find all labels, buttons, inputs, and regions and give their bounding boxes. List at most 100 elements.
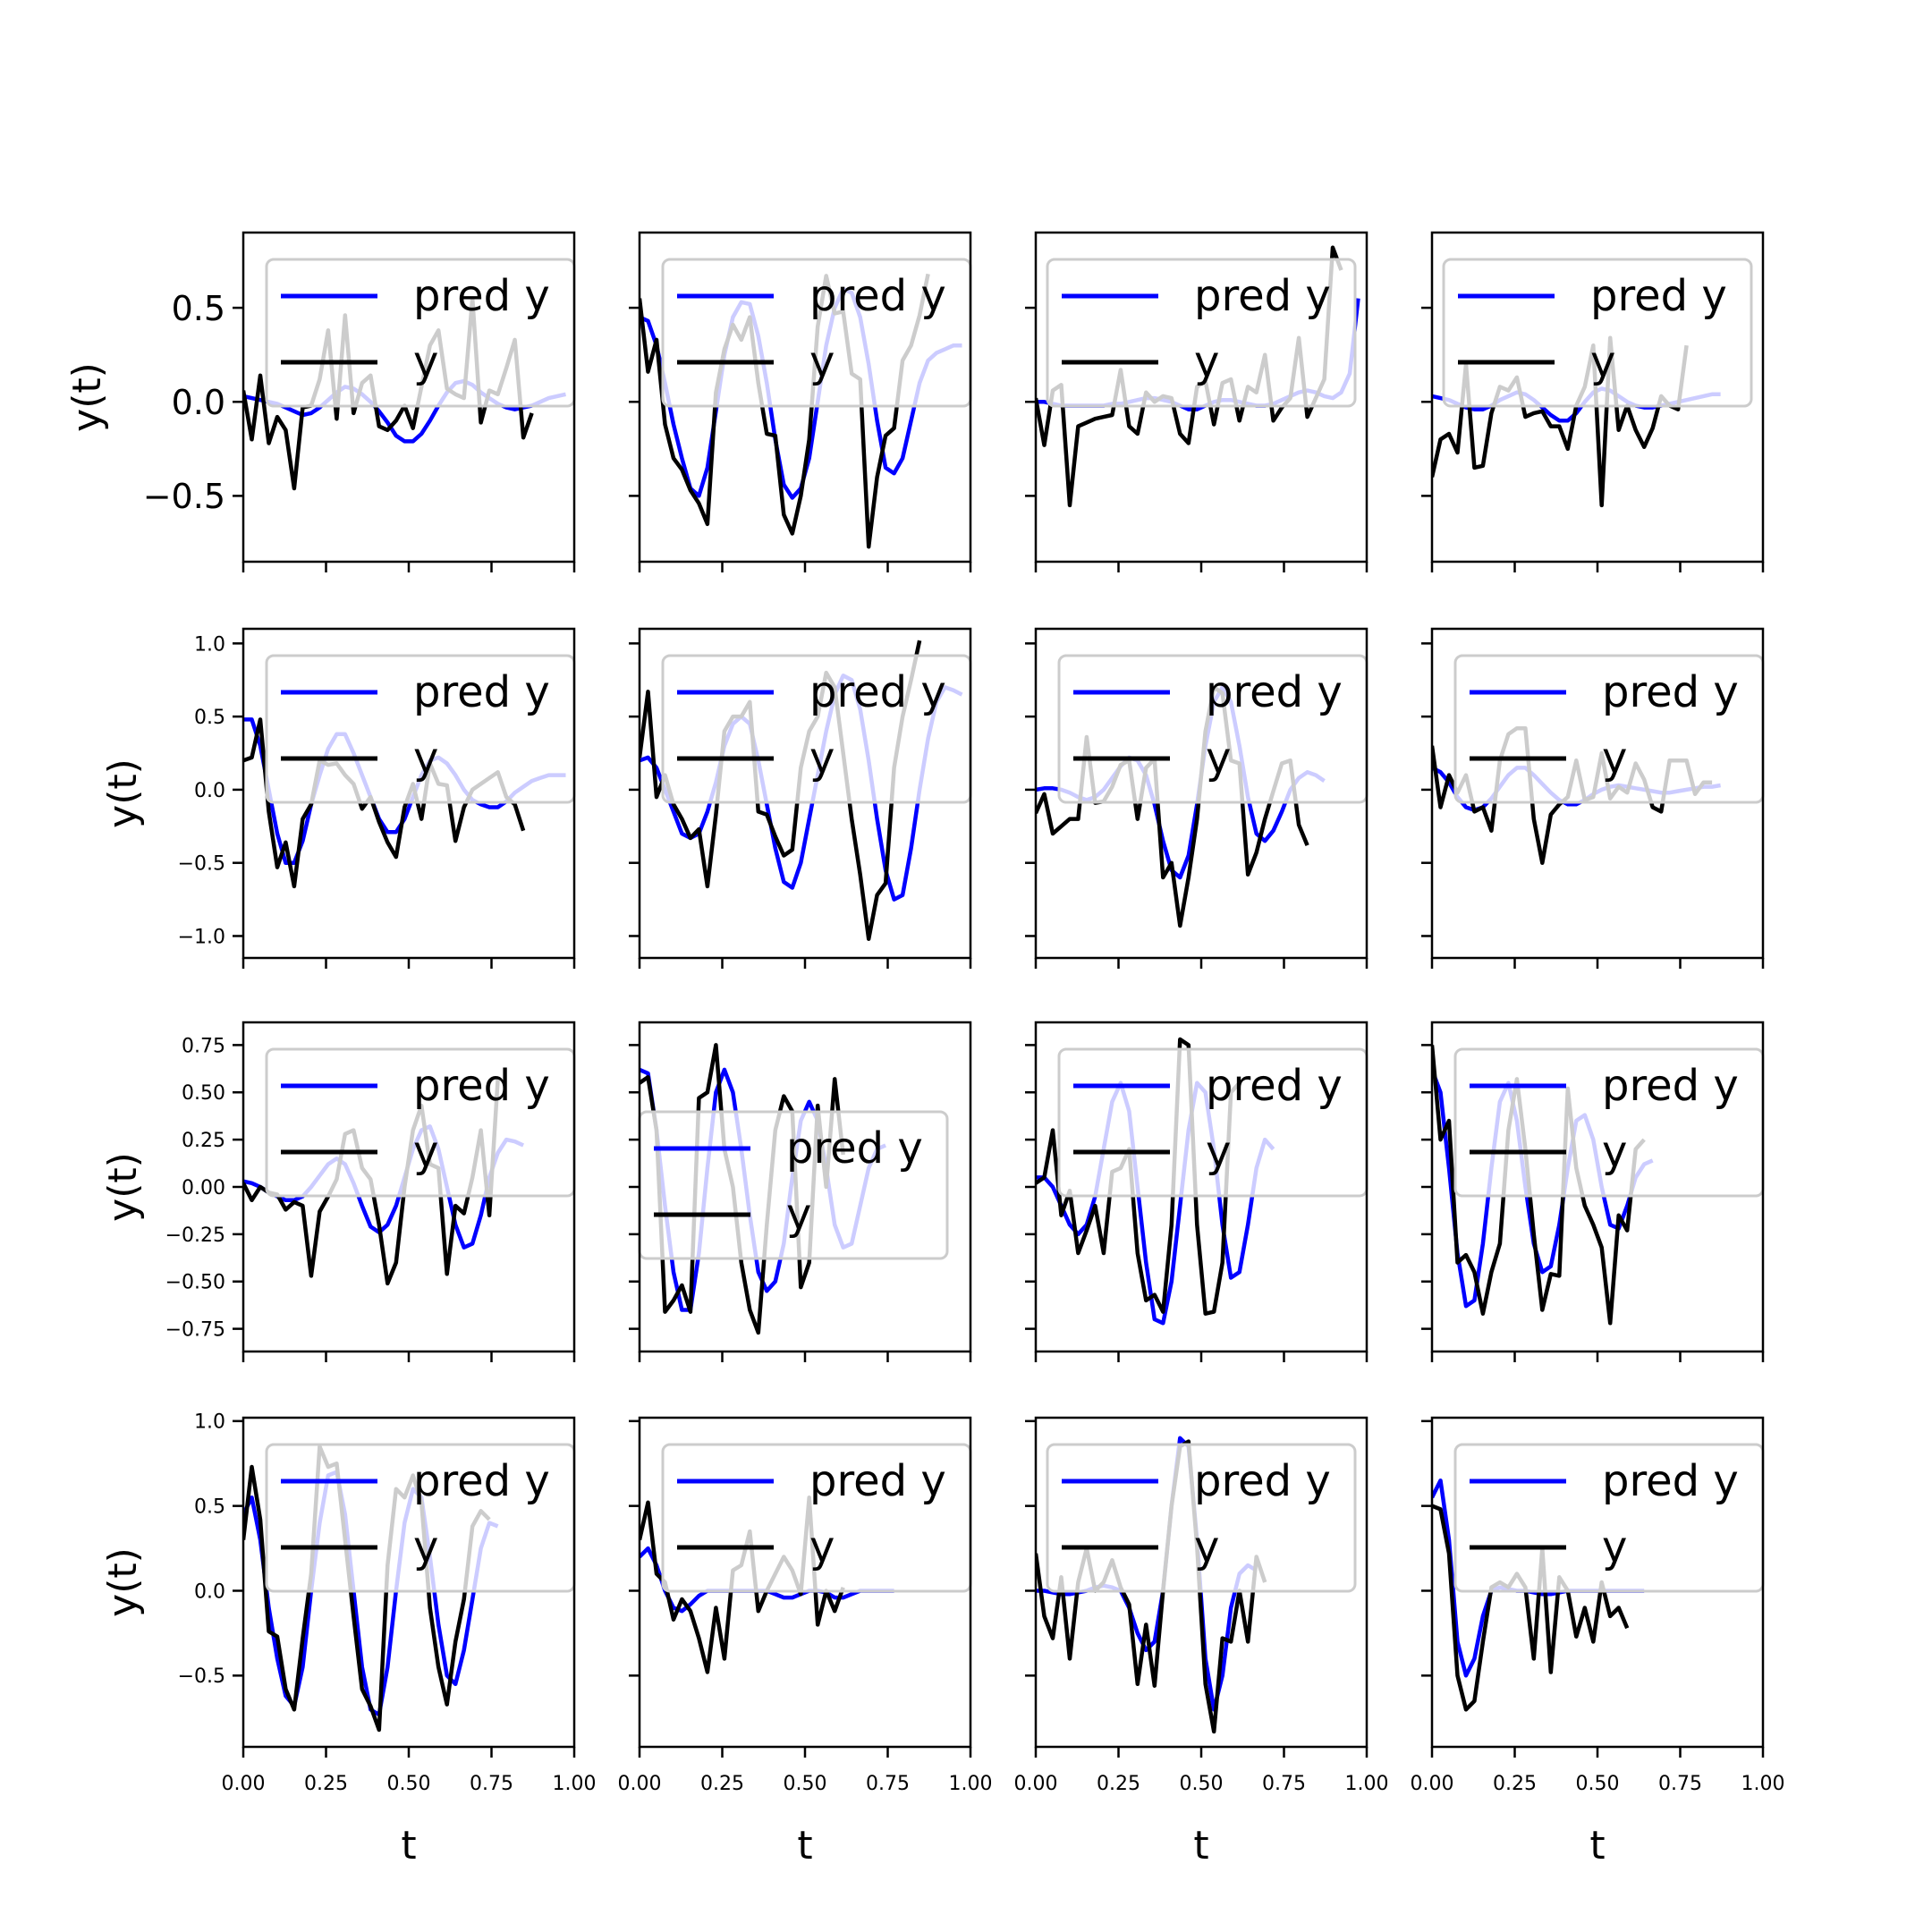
subplot-r1-c2: pred y y xyxy=(629,231,972,572)
legend-pred-label: pred y xyxy=(809,1456,946,1506)
legend-y-label: y xyxy=(413,733,438,784)
x-tick-label: 0.25 xyxy=(1097,1773,1140,1795)
legend-pred-label: pred y xyxy=(413,1061,550,1111)
legend: pred y y xyxy=(1057,654,1368,804)
y-line xyxy=(1432,1045,1646,1326)
legend-pred-label: pred y xyxy=(1602,667,1739,717)
legend-y-label: y xyxy=(1194,1522,1219,1572)
legend: pred y y xyxy=(1442,258,1753,408)
legend: pred y y xyxy=(265,1047,576,1198)
subplot-r4-c3: pred y y 0.00 0.25 0.50 0.75 1.00 t xyxy=(1014,1416,1389,1868)
legend-pred-label: pred y xyxy=(1602,1061,1739,1111)
legend: pred y y xyxy=(638,1110,949,1260)
y-axis-label: y(t) xyxy=(100,1547,146,1617)
x-tick-label: 0.00 xyxy=(222,1773,266,1795)
x-tick-label: 0.75 xyxy=(470,1773,513,1795)
legend: pred y y xyxy=(1453,654,1765,804)
y-tick-label: −0.5 xyxy=(178,853,225,876)
subplot-r1-c1: pred y y −0.5 0.0 0.5 y(t) xyxy=(64,231,576,572)
y-tick-label: 0.5 xyxy=(194,1496,225,1519)
x-tick-label: 0.50 xyxy=(784,1773,827,1795)
legend-y-label: y xyxy=(1602,1522,1627,1572)
plot-area xyxy=(243,296,566,491)
y-tick-label: 0.0 xyxy=(194,780,225,802)
plot-area xyxy=(1036,1436,1267,1734)
x-axis-label: t xyxy=(1193,1823,1208,1868)
y-tick-label: 0.5 xyxy=(194,707,225,729)
legend-pred-label: pred y xyxy=(786,1123,923,1174)
y-tick-label: 0.50 xyxy=(182,1082,225,1105)
y-line xyxy=(1432,335,1689,508)
x-tick-label: 0.50 xyxy=(1576,1773,1620,1795)
x-tick-label: 1.00 xyxy=(553,1773,597,1795)
legend-y-label: y xyxy=(1602,733,1627,784)
subplot-r3-c2: pred y y xyxy=(629,1021,972,1362)
y-tick-label: 0.0 xyxy=(172,383,225,422)
legend-y-label: y xyxy=(413,337,438,387)
legend: pred y y xyxy=(1057,1047,1368,1198)
x-tick-label: 1.00 xyxy=(1345,1773,1389,1795)
legend: pred y y xyxy=(1046,1443,1357,1593)
subplot-r2-c2: pred y y xyxy=(629,627,972,969)
x-tick-label: 0.50 xyxy=(1180,1773,1224,1795)
legend-y-label: y xyxy=(809,1522,835,1572)
y-line xyxy=(640,1043,845,1335)
y-line xyxy=(243,1444,491,1733)
legend-pred-label: pred y xyxy=(413,271,550,321)
x-axis-label: t xyxy=(1589,1823,1605,1868)
x-tick-label: 1.00 xyxy=(1741,1773,1785,1795)
subplot-r1-c3: pred y y xyxy=(1025,231,1368,572)
y-axis-label: y(t) xyxy=(64,362,110,432)
y-tick-label: 0.0 xyxy=(194,1580,225,1603)
legend-pred-label: pred y xyxy=(1206,667,1343,717)
x-tick-label: 0.00 xyxy=(1411,1773,1454,1795)
subplot-r4-c4: pred y y 0.00 0.25 0.50 0.75 1.00 t xyxy=(1411,1416,1785,1868)
x-axis-label: t xyxy=(401,1823,416,1868)
legend-y-label: y xyxy=(1194,337,1219,387)
legend-pred-label: pred y xyxy=(1602,1456,1739,1506)
legend: pred y y xyxy=(1453,1047,1765,1198)
plot-area xyxy=(640,640,963,941)
legend-pred-label: pred y xyxy=(809,667,946,717)
x-axis-label: t xyxy=(797,1823,812,1868)
legend: pred y y xyxy=(661,258,972,408)
legend-y-label: y xyxy=(1206,733,1231,784)
y-tick-label: 0.00 xyxy=(182,1177,225,1199)
plot-area xyxy=(640,273,962,549)
y-tick-label: −0.5 xyxy=(143,477,225,516)
y-tick-label: −0.75 xyxy=(165,1319,225,1342)
y-line xyxy=(1036,1439,1267,1734)
subplot-r3-c1: pred y y −0.75 −0.50 −0.25 0.00 0.25 0.50 0.75 y(… xyxy=(100,1021,576,1362)
pred-y-line xyxy=(243,1124,525,1250)
legend: pred y y xyxy=(1453,1443,1765,1593)
legend-pred-label: pred y xyxy=(1194,271,1331,321)
legend: pred y y xyxy=(1046,258,1357,408)
subplot-r2-c1: pred y y −1.0 −0.5 0.0 0.5 1.0 y(t) xyxy=(100,627,576,969)
y-line xyxy=(640,640,922,941)
x-tick-label: 0.50 xyxy=(387,1773,431,1795)
subplot-r1-c4: pred y y xyxy=(1421,231,1765,572)
legend-y-label: y xyxy=(1206,1127,1231,1177)
y-line xyxy=(640,273,930,549)
y-tick-label: −0.50 xyxy=(165,1272,225,1294)
x-tick-label: 0.75 xyxy=(1262,1773,1306,1795)
y-tick-label: −1.0 xyxy=(178,926,225,948)
x-tick-label: 0.25 xyxy=(1493,1773,1537,1795)
legend: pred y y xyxy=(661,654,972,804)
plot-area xyxy=(1432,1045,1654,1326)
y-tick-label: −0.25 xyxy=(165,1224,225,1247)
legend-y-label: y xyxy=(809,733,835,784)
y-tick-label: 0.75 xyxy=(182,1035,225,1057)
x-tick-label: 0.75 xyxy=(1658,1773,1702,1795)
legend: pred y y xyxy=(265,654,576,804)
y-tick-label: 0.5 xyxy=(172,289,225,328)
pred-y-line xyxy=(243,378,566,444)
legend-y-label: y xyxy=(786,1190,811,1240)
x-tick-label: 0.25 xyxy=(304,1773,348,1795)
x-tick-label: 0.00 xyxy=(618,1773,662,1795)
legend-y-label: y xyxy=(809,337,835,387)
legend-y-label: y xyxy=(1590,337,1615,387)
legend: pred y y xyxy=(265,258,576,408)
y-line xyxy=(243,296,534,491)
